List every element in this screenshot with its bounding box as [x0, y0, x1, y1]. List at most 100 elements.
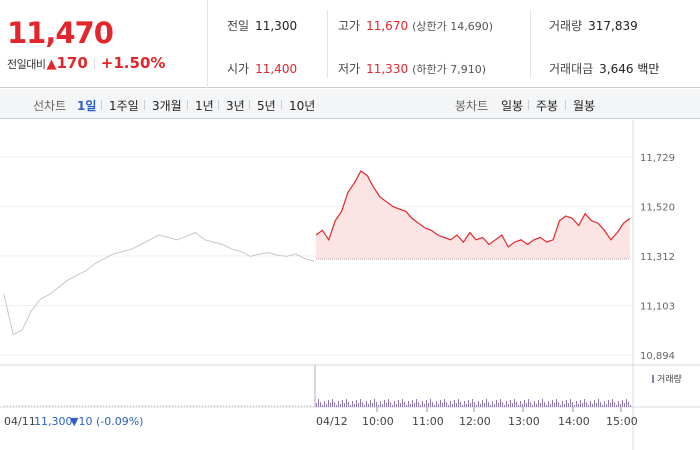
volume-bar: [73, 405, 74, 407]
volume-bar: [486, 399, 487, 407]
volume-bar: [396, 404, 397, 407]
y-tick-label: 11,520: [640, 203, 675, 214]
volume-bar: [564, 404, 565, 407]
volume-bar: [542, 399, 543, 407]
volume-bar: [139, 405, 140, 407]
volume-bar: [344, 403, 345, 407]
x-tick-label: 15:00: [606, 415, 638, 428]
period-5y-button[interactable]: 5년: [257, 99, 276, 113]
volume-bar: [76, 405, 77, 407]
volume-bar: [428, 403, 429, 407]
volume-bar: [4, 405, 5, 407]
volume-bar: [534, 401, 535, 407]
volume-bar: [181, 405, 182, 407]
volume-bar: [34, 405, 35, 407]
volume-bar: [630, 405, 631, 407]
volume-bar: [604, 401, 605, 407]
volume-bar: [406, 405, 407, 407]
volume-bar: [530, 402, 531, 407]
volume-bar: [504, 405, 505, 407]
volume-bar: [360, 399, 361, 407]
candle-weekly-button[interactable]: 주봉: [536, 99, 559, 113]
volume-bar: [368, 404, 369, 407]
prev-day-close: 11,300: [34, 415, 73, 428]
volume-bar: [464, 401, 465, 407]
candle-daily-button[interactable]: 일봉: [501, 99, 524, 113]
volume-bar: [366, 401, 367, 407]
volume-bar: [55, 405, 56, 407]
volume-bar: [145, 405, 146, 407]
volume-bar: [238, 405, 239, 407]
volume-bar: [58, 405, 59, 407]
volume-bar: [292, 405, 293, 407]
x-tick-label: 14:00: [558, 415, 590, 428]
volume-bar: [528, 399, 529, 407]
candle-monthly-button[interactable]: 월봉: [573, 99, 596, 113]
volume-bar: [454, 400, 455, 407]
stat-key: 거래량: [549, 19, 583, 33]
volume-bar: [262, 405, 263, 407]
volume-bar: [372, 403, 373, 407]
change-percent: +1.50%: [100, 54, 166, 72]
volume-bar: [562, 401, 563, 407]
volume-bar: [386, 403, 387, 407]
volume-bar: [472, 399, 473, 407]
volume-bar: [398, 400, 399, 407]
volume-bar: [364, 405, 365, 407]
volume-bar: [338, 401, 339, 407]
stat-value: 317,839: [588, 19, 638, 33]
divider: [530, 10, 531, 78]
period-1y-button[interactable]: 1년: [195, 99, 214, 113]
stat-prev-close: 전일 11,300: [227, 17, 297, 34]
volume-bar: [265, 405, 266, 407]
volume-bar: [112, 405, 113, 407]
volume-bar: [163, 405, 164, 407]
period-3m-button[interactable]: 3개월: [152, 99, 182, 113]
x-tick-label: 12:00: [459, 415, 491, 428]
period-1d-button[interactable]: 1일: [77, 99, 97, 113]
x-tick-label: 11:00: [412, 415, 444, 428]
volume-bar: [7, 405, 8, 407]
volume-bar: [392, 405, 393, 407]
volume-bar: [286, 405, 287, 407]
volume-bar: [434, 405, 435, 407]
volume-bar: [554, 403, 555, 407]
line-chart-label: 선차트: [33, 99, 67, 113]
volume-bar: [490, 405, 491, 407]
volume-bar: [538, 400, 539, 407]
stat-value: 11,670: [366, 19, 409, 33]
period-1w-button[interactable]: 1주일: [109, 99, 139, 113]
volume-bar: [482, 400, 483, 407]
volume-bar: [502, 402, 503, 407]
volume-bar: [418, 402, 419, 407]
volume-bar: [518, 405, 519, 407]
volume-bar: [606, 404, 607, 407]
volume-bar: [568, 403, 569, 407]
current-price: 11,470: [7, 16, 114, 50]
volume-bar: [450, 401, 451, 407]
price-chart: 11,729 11,520 11,312 11,103 10,894 거래량 04/11 04…: [0, 120, 700, 450]
volume-bar: [307, 405, 308, 407]
volume-bar: [106, 405, 107, 407]
volume-bar: [592, 404, 593, 407]
volume-bar: [100, 405, 101, 407]
period-10y-button[interactable]: 10년: [289, 99, 316, 113]
volume-bar: [616, 405, 617, 407]
volume-bar: [380, 401, 381, 407]
volume-bar: [588, 405, 589, 407]
volume-bar: [626, 399, 627, 407]
volume-bar: [115, 405, 116, 407]
volume-bar: [354, 404, 355, 407]
volume-bar: [474, 402, 475, 407]
volume-bar: [350, 405, 351, 407]
volume-bar: [10, 405, 11, 407]
volume-bar: [544, 402, 545, 407]
volume-bar: [277, 405, 278, 407]
volume-bar: [193, 405, 194, 407]
volume-bar: [274, 405, 275, 407]
volume-bar: [268, 405, 269, 407]
volume-bar: [235, 405, 236, 407]
volume-bar: [558, 402, 559, 407]
period-3y-button[interactable]: 3년: [226, 99, 245, 113]
volume-bar: [283, 405, 284, 407]
